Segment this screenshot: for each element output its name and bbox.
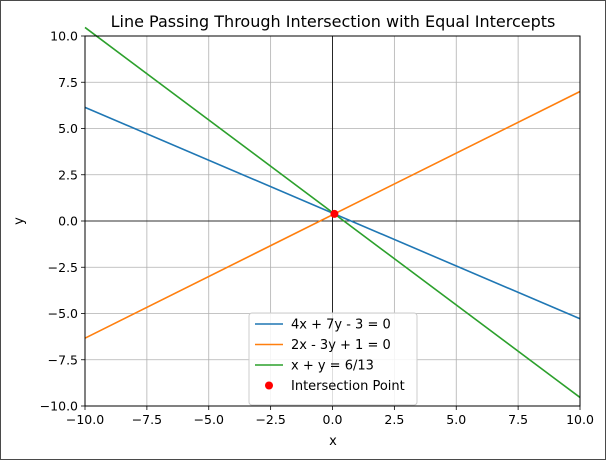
y-tick-label: 2.5 — [58, 167, 78, 182]
chart-title: Line Passing Through Intersection with E… — [111, 12, 556, 31]
x-tick-label: 7.5 — [508, 412, 528, 427]
intersection-point-marker — [330, 209, 339, 218]
legend-label-1: 4x + 7y - 3 = 0 — [291, 318, 391, 333]
legend-box — [248, 312, 418, 406]
y-tick-label: −5.0 — [48, 306, 78, 321]
y-tick-label: 5.0 — [58, 121, 78, 136]
x-tick-label: 2.5 — [384, 412, 404, 427]
x-tick-label: −10.0 — [66, 412, 104, 427]
x-tick-label: 0.0 — [323, 412, 343, 427]
x-tick-label: −5.0 — [194, 412, 224, 427]
y-tick-label: 0.0 — [58, 214, 78, 229]
y-axis-label: y — [12, 217, 27, 225]
y-tick-label: −10.0 — [40, 399, 78, 414]
x-axis-ticks: −10.0 −7.5 −5.0 −2.5 0.0 2.5 5.0 7.5 10.0 — [66, 406, 594, 427]
y-tick-label: −7.5 — [48, 352, 78, 367]
y-tick-label: −2.5 — [48, 260, 78, 275]
point-markers — [330, 209, 339, 218]
y-tick-label: 7.5 — [58, 75, 78, 90]
x-tick-label: −2.5 — [255, 412, 285, 427]
x-tick-label: 5.0 — [446, 412, 466, 427]
legend-label-2: 2x - 3y + 1 = 0 — [291, 338, 391, 353]
legend-point-swatch — [265, 381, 273, 390]
legend-point-label: Intersection Point — [291, 379, 405, 394]
y-tick-label: 10.0 — [50, 29, 78, 44]
legend-label-3: x + y = 6/13 — [291, 359, 374, 374]
x-tick-label: 10.0 — [566, 412, 594, 427]
x-tick-label: −7.5 — [132, 412, 162, 427]
x-axis-label: x — [329, 434, 337, 449]
y-axis-ticks: −10.0 −7.5 −5.0 −2.5 0.0 2.5 5.0 7.5 10.0 — [40, 29, 85, 414]
legend: 4x + 7y - 3 = 0 2x - 3y + 1 = 0 x + y = 6/… — [248, 312, 418, 406]
